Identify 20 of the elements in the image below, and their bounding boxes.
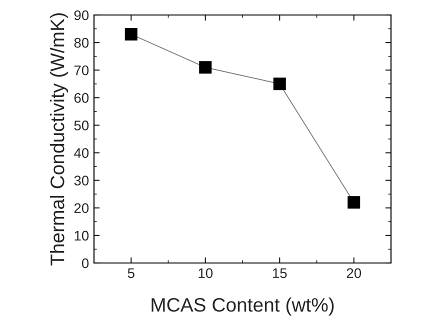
- y-tick-label: 0: [82, 258, 89, 268]
- y-tick-label: 70: [74, 65, 89, 76]
- y-tick-label: 50: [74, 120, 89, 130]
- y-tick-label: 90: [74, 10, 89, 20]
- point: [348, 196, 360, 209]
- x-tick-label: 10: [198, 268, 213, 278]
- x-axis-title: MCAS Content (wt%): [152, 297, 334, 316]
- y-tick-label: 40: [74, 148, 89, 158]
- x-tick-label: 20: [346, 268, 362, 278]
- y-axis-title: Thermal Conductivity (W/mK): [50, 13, 68, 266]
- point: [273, 78, 286, 90]
- point: [124, 28, 138, 41]
- y-tick-label: 30: [74, 176, 89, 186]
- y-tick-label: 20: [74, 203, 89, 214]
- y-tick-label: 60: [74, 93, 89, 103]
- x-tick-label: 15: [272, 268, 287, 278]
- y-tick-label: 80: [74, 38, 89, 48]
- x-tick-label: 5: [128, 268, 134, 278]
- point: [199, 61, 212, 74]
- y-tick-label: 10: [74, 230, 89, 241]
